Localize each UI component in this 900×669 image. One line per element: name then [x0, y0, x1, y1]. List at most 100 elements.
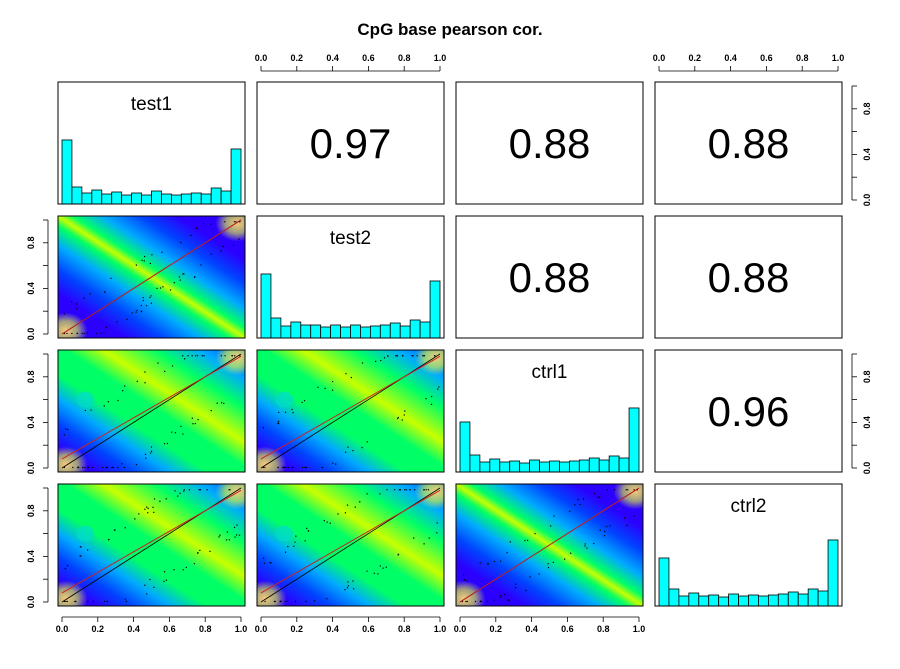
outlier-point — [344, 589, 346, 591]
histogram-bar — [728, 593, 739, 607]
outlier-point — [150, 450, 153, 452]
outlier-point — [332, 462, 334, 464]
outlier-point — [350, 376, 352, 379]
outlier-point — [238, 238, 240, 240]
outlier-point — [277, 422, 279, 424]
tick-label: 0.6 — [760, 53, 773, 63]
outlier-point — [509, 541, 511, 543]
outlier-point — [222, 245, 224, 248]
panel-border — [256, 349, 445, 473]
smooth-scatter-area — [58, 484, 245, 606]
histogram-bar — [409, 319, 421, 339]
outlier-point — [345, 373, 347, 375]
outlier-point — [563, 558, 566, 560]
histogram-bar — [280, 325, 292, 339]
outlier-point — [404, 410, 406, 412]
histogram-bar — [817, 590, 829, 607]
outlier-point — [324, 387, 326, 389]
outlier-point — [347, 446, 349, 448]
outlier-point — [552, 561, 554, 563]
tick-label: 0.0 — [26, 462, 36, 475]
panel-border — [654, 215, 843, 339]
outlier-point — [401, 419, 403, 421]
outlier-point — [633, 515, 635, 517]
panel-border — [256, 215, 445, 339]
regression-line — [260, 489, 441, 594]
outlier-point — [284, 466, 287, 469]
outlier-point — [525, 589, 527, 592]
histogram-bar — [399, 325, 411, 339]
outlier-point — [506, 552, 508, 554]
outlier-point — [87, 549, 89, 551]
outlier-point — [124, 385, 126, 387]
histogram-bar — [578, 459, 590, 473]
panel-border — [57, 81, 246, 205]
outlier-point — [524, 539, 526, 542]
outlier-point — [150, 295, 152, 297]
outlier-point — [278, 423, 280, 425]
outlier-point — [579, 503, 581, 506]
outlier-point — [331, 380, 334, 383]
outlier-point — [184, 358, 186, 360]
outlier-point — [425, 489, 427, 491]
outlier-point — [179, 492, 181, 494]
outlier-point — [423, 543, 425, 545]
outlier-point — [83, 297, 85, 299]
outlier-point — [416, 355, 418, 357]
correlation-value: 0.88 — [708, 254, 790, 301]
outlier-point — [303, 400, 306, 402]
outlier-point — [163, 443, 166, 445]
outlier-point — [180, 241, 182, 244]
outlier-point — [508, 599, 510, 601]
density-hotspot — [58, 446, 88, 472]
outlier-point — [278, 411, 280, 413]
outlier-point — [366, 493, 368, 495]
correlation-value: 0.88 — [708, 120, 790, 167]
outlier-point — [142, 296, 144, 299]
panel-ctrl1-ctrl2: 0.96 — [654, 349, 843, 473]
outlier-point — [337, 513, 339, 515]
correlation-value: 0.96 — [708, 388, 790, 435]
tick-label: 0.4 — [26, 550, 36, 563]
outlier-point — [487, 562, 489, 564]
panel-ctrl1-test1 — [57, 349, 246, 473]
outlier-point — [91, 466, 94, 469]
outlier-point — [166, 442, 168, 445]
tick-label: 0.0 — [56, 624, 69, 634]
panel-border — [455, 483, 644, 607]
outlier-point — [262, 427, 264, 429]
histogram-bar — [379, 324, 391, 339]
tick-label: 0.4 — [26, 282, 36, 295]
outlier-point — [597, 496, 599, 499]
histogram-bar — [210, 187, 222, 205]
outlier-point — [196, 227, 198, 230]
outlier-point — [514, 587, 517, 589]
outlier-point — [353, 588, 355, 590]
outlier-point — [63, 466, 65, 469]
bottom-axis: 0.0 0.2 0.4 0.6 0.8 1.0 — [454, 616, 645, 634]
outlier-point — [191, 417, 193, 419]
outlier-point — [105, 326, 107, 328]
outlier-point — [293, 545, 295, 547]
outlier-point — [100, 332, 102, 334]
regression-line — [61, 489, 242, 594]
outlier-point — [153, 511, 155, 513]
outlier-point — [428, 537, 430, 539]
outlier-point — [95, 332, 98, 335]
histogram-bar — [200, 193, 212, 205]
outlier-point — [385, 566, 387, 568]
outlier-point — [76, 332, 79, 335]
outlier-point — [283, 466, 285, 469]
outlier-point — [81, 332, 83, 335]
outlier-point — [277, 466, 279, 469]
panel-ctrl2-ctrl2: ctrl2 — [654, 483, 843, 607]
outlier-point — [142, 299, 144, 302]
outlier-point — [161, 251, 163, 253]
outlier-point — [301, 466, 304, 469]
histogram-bar — [61, 139, 73, 205]
correlation-value: 0.88 — [509, 254, 591, 301]
outlier-point — [506, 599, 509, 601]
outlier-point — [238, 534, 241, 536]
